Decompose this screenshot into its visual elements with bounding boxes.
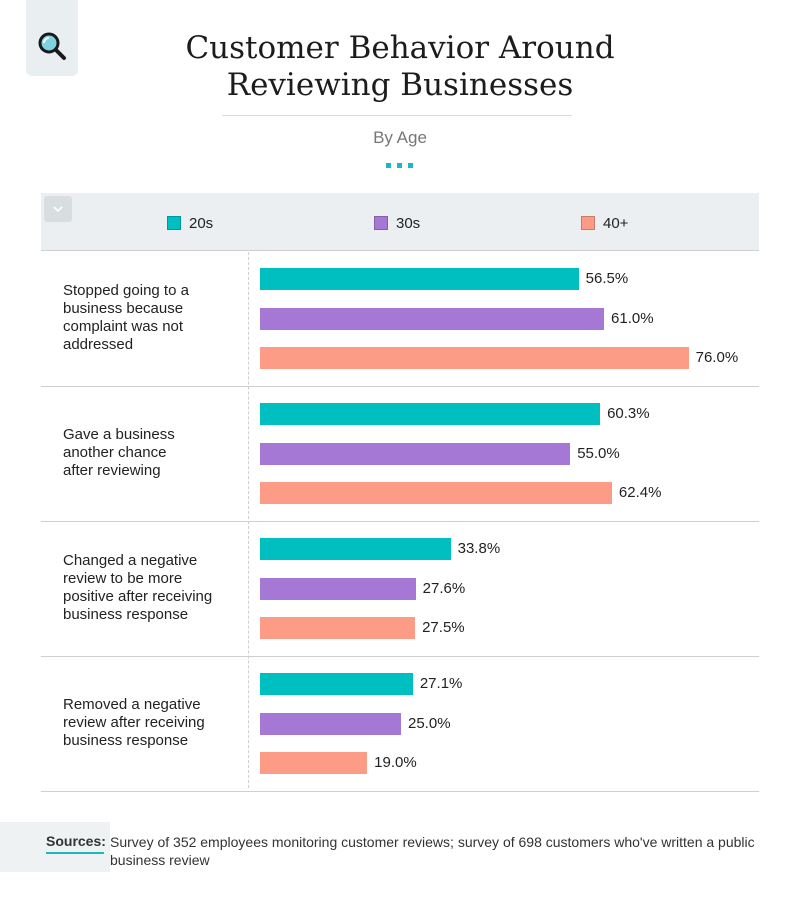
legend-item-2: 40+ [581, 213, 628, 233]
legend-item-1: 30s [374, 213, 420, 233]
legend-label: 20s [189, 214, 214, 232]
bar-value-label: 33.8% [457, 540, 501, 557]
category-label-line: another chance [63, 443, 167, 461]
legend-item-0: 20s [167, 213, 213, 233]
logo-tab [26, 0, 78, 76]
bar-20s-2 [260, 538, 451, 560]
sources-label-bg [0, 822, 110, 872]
bar-value-label: 27.1% [419, 675, 463, 692]
category-label-line: after reviewing [63, 461, 161, 479]
bar-value-label: 60.3% [607, 405, 650, 422]
group-divider [41, 791, 759, 792]
sources-text: Survey of 352 employees monitoring custo… [110, 834, 755, 868]
category-label: Removed a negative review after receiving… [63, 696, 243, 750]
collapse-button[interactable] [44, 196, 72, 222]
bar-value-label: 55.0% [577, 445, 620, 462]
bar-30s-2 [260, 578, 416, 600]
bar-20s-3 [260, 673, 413, 695]
legend-swatch [581, 216, 595, 230]
legend-bar [41, 193, 759, 250]
bar-20s-0 [260, 268, 579, 290]
category-label-line: addressed [63, 335, 134, 353]
bar-value-label: 56.5% [585, 270, 629, 287]
chevron-down-icon [53, 206, 63, 212]
bar-value-label: 19.0% [374, 754, 417, 771]
group-divider [41, 656, 759, 657]
bar-40plus-0 [260, 347, 689, 369]
category-label-line: business because [63, 299, 184, 317]
sources-section [0, 822, 800, 872]
bar-20s-1 [260, 403, 601, 425]
category-label: Stopped going to a business because compla… [63, 282, 243, 354]
bar-30s-3 [260, 713, 401, 735]
group-divider [41, 521, 759, 522]
bar-value-label: 61.0% [611, 310, 654, 327]
ellipsis-decoration [386, 163, 416, 169]
legend-swatch [167, 216, 181, 230]
category-label-line: Changed a negative [63, 551, 198, 569]
category-label-line: review to be more [63, 569, 183, 587]
chart-title: Customer Behavior Around Reviewing Busin… [0, 30, 800, 104]
legend-swatch [374, 216, 388, 230]
legend-bottom-rule [41, 250, 759, 251]
bar-30s-1 [260, 443, 571, 465]
category-label-line: complaint was not [63, 317, 184, 335]
category-label-line: Stopped going to a [63, 281, 189, 299]
bar-value-label: 25.0% [408, 715, 451, 732]
category-label: Gave a business another chance after revie… [63, 426, 243, 480]
bar-value-label: 27.5% [422, 619, 465, 636]
chart-title-line-2: Reviewing Businesses [226, 67, 574, 103]
category-label: Changed a negative review to be more posit… [63, 552, 243, 624]
sources-underline [46, 852, 104, 854]
bar-value-label: 62.4% [618, 484, 662, 501]
category-label-line: positive after receiving [63, 587, 213, 605]
label-column-divider [248, 252, 249, 788]
bar-30s-0 [260, 308, 605, 330]
bar-value-label: 27.6% [422, 580, 466, 597]
bar-40plus-3 [260, 752, 368, 774]
category-label-line: business response [63, 605, 189, 623]
title-divider [222, 115, 572, 116]
category-label-line: Gave a business [63, 425, 175, 443]
legend-label: 40+ [603, 214, 629, 232]
magnifier-icon [38, 32, 66, 60]
legend-label: 30s [396, 214, 421, 232]
sources-label: Sources: [46, 833, 106, 849]
category-label-line: review after receiving [63, 713, 205, 731]
category-label-line: Removed a negative [63, 695, 201, 713]
bar-value-label: 76.0% [695, 349, 739, 366]
chart-title-line-1: Customer Behavior Around [185, 30, 615, 66]
bar-40plus-2 [260, 617, 416, 639]
bar-40plus-1 [260, 482, 612, 504]
group-divider [41, 386, 759, 387]
category-label-line: business response [63, 731, 189, 749]
chart-subtitle: By Age [373, 128, 427, 147]
